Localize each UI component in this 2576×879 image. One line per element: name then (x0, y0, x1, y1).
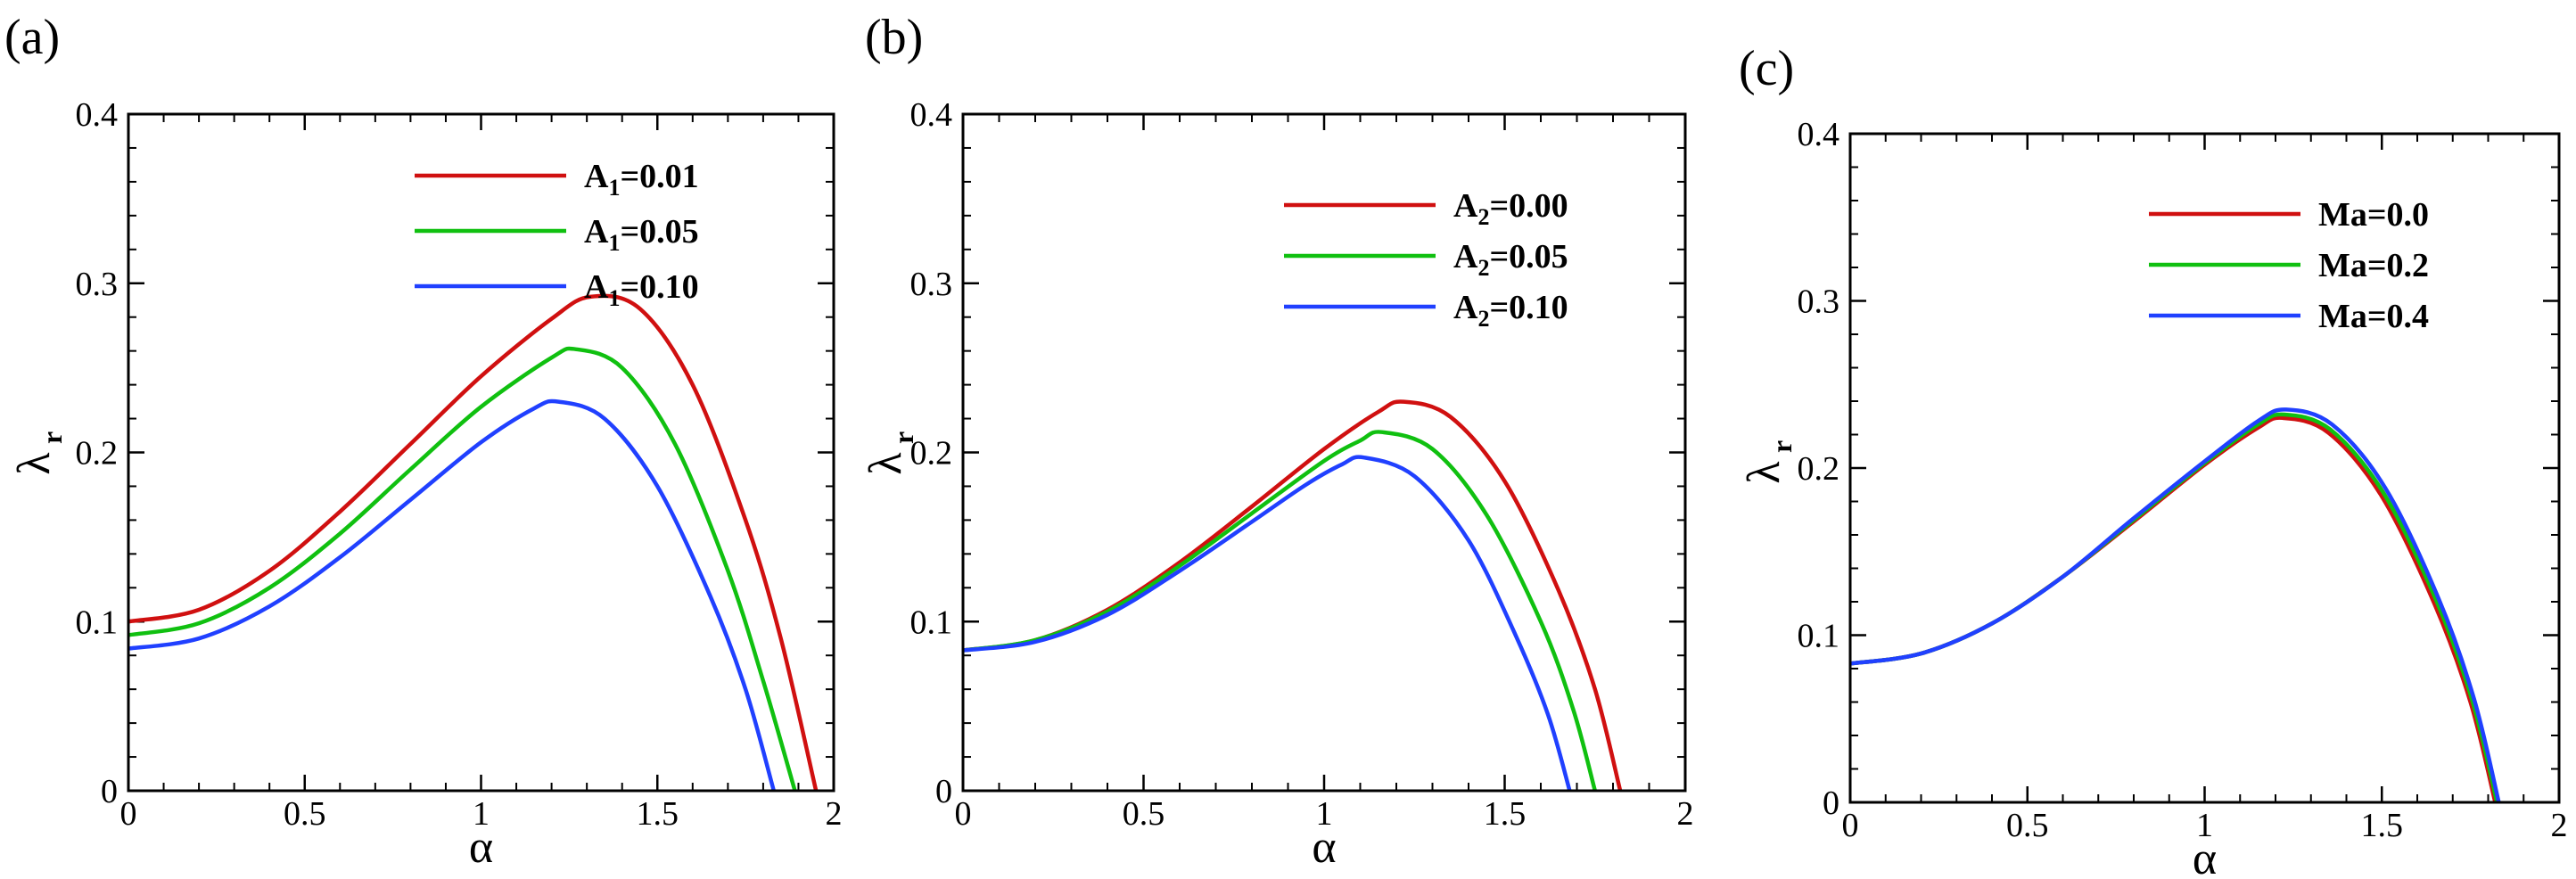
legend-label-0: Ma=0.0 (2318, 196, 2429, 234)
legend-label-2: A2=0.10 (1453, 289, 1568, 332)
legend-name: A (1453, 187, 1478, 225)
y-axis-label: λr (1739, 440, 1798, 484)
x-tick-label: 2 (826, 795, 843, 833)
y-tick-label: 0.4 (910, 96, 953, 134)
legend-value: =0.01 (620, 158, 698, 195)
legend-value: =0.00 (1489, 187, 1568, 225)
y-tick-label: 0.3 (910, 266, 953, 303)
legend-label-2: A1=0.10 (584, 268, 699, 311)
x-tick-label: 1.5 (1484, 795, 1527, 833)
legend-label-0: A2=0.00 (1453, 187, 1568, 230)
y-axis-symbol: λ (860, 452, 911, 474)
legend-name: Ma (2318, 196, 2367, 234)
x-tick-label: 0 (1842, 807, 1859, 844)
x-tick-label: 1 (2196, 807, 2213, 844)
legend-label-1: A2=0.05 (1453, 238, 1568, 281)
legend-name: A (1453, 289, 1478, 326)
x-tick-label: 1.5 (637, 795, 679, 833)
y-tick-label: 0.3 (76, 266, 119, 303)
y-axis-symbol: λ (9, 452, 60, 474)
legend-label-1: Ma=0.2 (2318, 247, 2429, 284)
x-tick-label: 0 (955, 795, 972, 833)
y-axis-label: λr (9, 431, 68, 475)
y-tick-label: 0.4 (1798, 116, 1840, 153)
legend-name: A (584, 213, 609, 251)
legend-value: =0.4 (2367, 298, 2429, 335)
legend-name: Ma (2318, 247, 2367, 284)
y-tick-label: 0.1 (76, 604, 119, 641)
series-line-2 (1849, 407, 2501, 803)
y-axis-subscript: r (1765, 440, 1798, 453)
panel-label: (c) (1739, 41, 1794, 96)
x-tick-label: 0.5 (284, 795, 326, 833)
y-tick-label: 0 (935, 773, 952, 810)
x-tick-label: 0.5 (1123, 795, 1165, 833)
legend-subscript: 2 (1477, 204, 1489, 230)
panel-label: (a) (4, 10, 60, 65)
plot-frame (1848, 132, 2561, 804)
series-line-0 (962, 399, 1623, 792)
plot-frame (127, 112, 835, 793)
y-tick-label: 0.2 (910, 435, 953, 472)
y-tick-label: 0.2 (1798, 450, 1840, 488)
series-line-2 (962, 455, 1572, 792)
x-tick-label: 0 (120, 795, 137, 833)
legend-name: A (584, 158, 609, 195)
legend-value: =0.05 (620, 213, 698, 251)
legend-subscript: 2 (1477, 306, 1489, 332)
y-tick-label: 0.1 (910, 604, 953, 641)
y-tick-label: 0.3 (1798, 283, 1840, 321)
legend-label-1: A1=0.05 (584, 213, 699, 256)
legend-subscript: 2 (1477, 255, 1489, 281)
legend-name: Ma (2318, 298, 2367, 335)
legend-name: A (1453, 238, 1478, 275)
legend-name: A (584, 268, 609, 306)
series-line-1 (962, 430, 1597, 792)
chart-panel-c: (c)0 0.5 1 1.5 200.10.20.30.4αλrMa=0.0Ma=0.2… (1739, 41, 2568, 879)
y-axis-symbol: λ (1739, 461, 1790, 483)
x-tick-label: 1 (473, 795, 490, 833)
x-tick-label: 1 (1316, 795, 1333, 833)
y-axis-subscript: r (887, 431, 919, 444)
x-tick-label: 2 (2551, 807, 2568, 844)
plot-frame (961, 112, 1687, 793)
series-line-2 (128, 398, 776, 792)
legend-label-2: Ma=0.4 (2318, 298, 2429, 335)
x-tick-label: 0.5 (2006, 807, 2049, 844)
legend-value: =0.2 (2367, 247, 2429, 284)
legend-subscript: 1 (608, 285, 620, 311)
legend-value: =0.0 (2367, 196, 2429, 234)
x-tick-label: 1.5 (2361, 807, 2404, 844)
legend-label-0: A1=0.01 (584, 158, 699, 201)
legend-subscript: 1 (608, 230, 620, 256)
series-line-1 (128, 346, 797, 792)
y-tick-label: 0.4 (76, 96, 119, 134)
y-tick-label: 0 (1823, 785, 1839, 822)
legend-value: =0.10 (1489, 289, 1568, 326)
legend-value: =0.05 (1489, 238, 1568, 275)
series-line-0 (1849, 415, 2498, 803)
panel-label: (b) (865, 10, 923, 65)
y-axis-label: λr (860, 431, 919, 475)
y-tick-label: 0.2 (76, 435, 119, 472)
series-line-0 (128, 293, 819, 792)
chart-panel-b: (b)0 0.5 1 1.5 200.10.20.30.4αλrA2=0.00A2=0.… (860, 10, 1694, 873)
chart-panel-a: (a)0 0.5 1 1.5 200.10.20.30.4αλrA1=0.01A1=0.… (4, 10, 843, 873)
x-axis-label: α (2193, 834, 2217, 879)
x-axis-label: α (1312, 822, 1336, 873)
y-axis-subscript: r (36, 431, 68, 444)
y-tick-label: 0.1 (1798, 618, 1840, 655)
series-line-1 (1849, 412, 2499, 803)
legend-subscript: 1 (608, 175, 620, 201)
x-tick-label: 2 (1677, 795, 1694, 833)
legend-value: =0.10 (620, 268, 698, 306)
y-tick-label: 0 (101, 773, 118, 810)
x-axis-label: α (469, 822, 493, 873)
